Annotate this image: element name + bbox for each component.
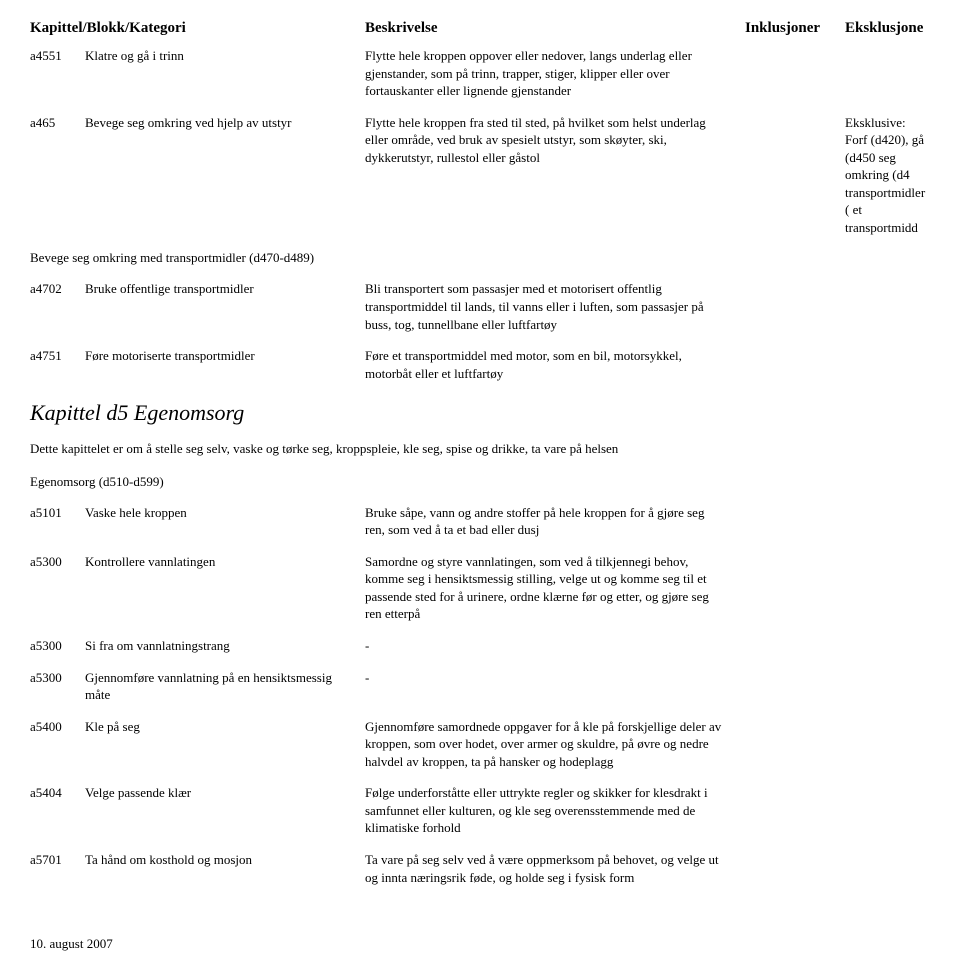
row-category: Ta hånd om kosthold og mosjon [85, 851, 365, 886]
row-category: Gjennomføre vannlatning på en hensiktsme… [85, 669, 365, 704]
row-description: Flytte hele kroppen oppover eller nedove… [365, 47, 745, 100]
row-category: Kontrollere vannlatingen [85, 553, 365, 623]
row-inclusions [745, 784, 845, 837]
row-code: a5404 [30, 784, 85, 837]
table-row: a4551Klatre og gå i trinnFlytte hele kro… [30, 47, 930, 100]
row-exclusions [845, 47, 930, 100]
row-inclusions [745, 280, 845, 333]
row-description: Gjennomføre samordnede oppgaver for å kl… [365, 718, 745, 771]
table-row: a5101Vaske hele kroppenBruke såpe, vann … [30, 504, 930, 539]
row-code: a4702 [30, 280, 85, 333]
row-inclusions [745, 851, 845, 886]
row-description: Følge underforståtte eller uttrykte regl… [365, 784, 745, 837]
row-category: Føre motoriserte transportmidler [85, 347, 365, 382]
row-description: Flytte hele kroppen fra sted til sted, p… [365, 114, 745, 237]
row-code: a5300 [30, 669, 85, 704]
row-code: a5300 [30, 637, 85, 655]
row-description: Bruke såpe, vann og andre stoffer på hel… [365, 504, 745, 539]
chapter-desc: Dette kapittelet er om å stelle seg selv… [30, 440, 930, 458]
row-description: Bli transportert som passasjer med et mo… [365, 280, 745, 333]
table-row: a4751Føre motoriserte transportmidlerFør… [30, 347, 930, 382]
table-row: a5701Ta hånd om kosthold og mosjonTa var… [30, 851, 930, 886]
row-inclusions [745, 637, 845, 655]
row-inclusions [745, 504, 845, 539]
header-desc: Beskrivelse [365, 20, 745, 37]
chapter-title: Kapittel d5 Egenomsorg [30, 400, 930, 426]
section-header-egenomsorg: Egenomsorg (d510-d599) [30, 474, 930, 490]
row-code: a465 [30, 114, 85, 237]
header-incl: Inklusjoner [745, 20, 845, 37]
row-inclusions [745, 718, 845, 771]
header-code-cat: Kapittel/Blokk/Kategori [30, 20, 365, 37]
row-code: a4751 [30, 347, 85, 382]
table-row: a4702Bruke offentlige transportmidlerBli… [30, 280, 930, 333]
table-row: a5400Kle på segGjennomføre samordnede op… [30, 718, 930, 771]
row-category: Vaske hele kroppen [85, 504, 365, 539]
row-code: a4551 [30, 47, 85, 100]
table-header: Kapittel/Blokk/Kategori Beskrivelse Inkl… [30, 20, 930, 37]
row-code: a5300 [30, 553, 85, 623]
table-row: a5300Kontrollere vannlatingenSamordne og… [30, 553, 930, 623]
row-category: Si fra om vannlatningstrang [85, 637, 365, 655]
header-excl: Eksklusjone [845, 20, 930, 37]
row-code: a5101 [30, 504, 85, 539]
row-category: Velge passende klær [85, 784, 365, 837]
row-inclusions [745, 347, 845, 382]
row-category: Bevege seg omkring ved hjelp av utstyr [85, 114, 365, 237]
table-row: a465Bevege seg omkring ved hjelp av utst… [30, 114, 930, 237]
row-description: - [365, 669, 745, 704]
row-description: Ta vare på seg selv ved å være oppmerkso… [365, 851, 745, 886]
row-description: Føre et transportmiddel med motor, som e… [365, 347, 745, 382]
row-category: Klatre og gå i trinn [85, 47, 365, 100]
footer-date: 10. august 2007 [30, 936, 930, 952]
row-exclusions: Eksklusive: Forf (d420), gå (d450 seg om… [845, 114, 930, 237]
row-description: Samordne og styre vannlatingen, som ved … [365, 553, 745, 623]
row-inclusions [745, 669, 845, 704]
row-description: - [365, 637, 745, 655]
table-row: a5300Si fra om vannlatningstrang- [30, 637, 930, 655]
table-row: a5300Gjennomføre vannlatning på en hensi… [30, 669, 930, 704]
row-inclusions [745, 47, 845, 100]
row-code: a5400 [30, 718, 85, 771]
row-inclusions [745, 114, 845, 237]
section-header-transportmidler: Bevege seg omkring med transportmidler (… [30, 250, 930, 266]
row-code: a5701 [30, 851, 85, 886]
row-inclusions [745, 553, 845, 623]
row-category: Kle på seg [85, 718, 365, 771]
table-row: a5404Velge passende klærFølge underforst… [30, 784, 930, 837]
row-category: Bruke offentlige transportmidler [85, 280, 365, 333]
